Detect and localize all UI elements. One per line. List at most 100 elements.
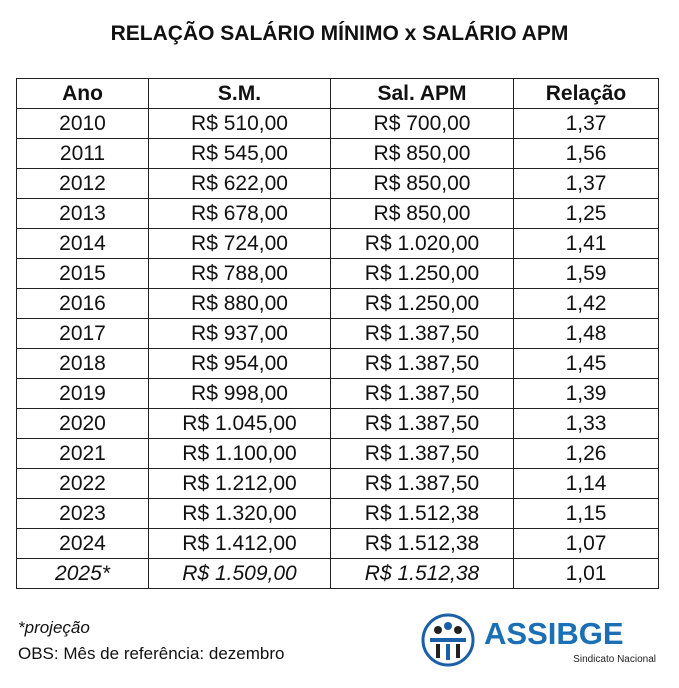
logo-leg xyxy=(436,644,440,658)
table-row: 2017 R$ 937,00 R$ 1.387,50 1,48 xyxy=(16,318,659,349)
table-cell: 2024 xyxy=(16,528,149,559)
table-cell: 2011 xyxy=(16,138,149,169)
table-cell: R$ 1.320,00 xyxy=(148,498,331,529)
column-header: Ano xyxy=(16,78,149,109)
table-cell: 1,14 xyxy=(513,468,659,499)
table-cell: R$ 1.387,50 xyxy=(330,408,514,439)
table-cell: 1,15 xyxy=(513,498,659,529)
table-cell: 2014 xyxy=(16,228,149,259)
table-cell: R$ 1.212,00 xyxy=(148,468,331,499)
table-cell: R$ 1.387,50 xyxy=(330,378,514,409)
table-cell: R$ 510,00 xyxy=(148,108,331,139)
table-cell: 1,37 xyxy=(513,108,659,139)
table-cell: 2016 xyxy=(16,288,149,319)
logo-subtitle: Sindicato Nacional xyxy=(573,654,656,665)
table-cell: R$ 850,00 xyxy=(330,168,514,199)
logo: ASSIBGE Sindicato Nacional xyxy=(421,613,656,667)
table-cell: R$ 1.020,00 xyxy=(330,228,514,259)
logo-leg xyxy=(456,644,460,658)
logo-bar xyxy=(430,638,466,642)
table-cell: R$ 678,00 xyxy=(148,198,331,229)
logo-figure xyxy=(434,626,442,634)
table-cell: 1,56 xyxy=(513,138,659,169)
table-cell: 1,41 xyxy=(513,228,659,259)
table-cell: R$ 1.387,50 xyxy=(330,468,514,499)
table-cell: 1,07 xyxy=(513,528,659,559)
table-cell: R$ 1.387,50 xyxy=(330,348,514,379)
table-row: 2021 R$ 1.100,00 R$ 1.387,50 1,26 xyxy=(16,438,659,469)
table-row: 2016 R$ 880,00 R$ 1.250,00 1,42 xyxy=(16,288,659,319)
table-cell: R$ 1.387,50 xyxy=(330,318,514,349)
table-cell: 1,25 xyxy=(513,198,659,229)
table-cell: R$ 1.045,00 xyxy=(148,408,331,439)
table-cell: R$ 1.512,38 xyxy=(330,528,514,559)
column-header: Sal. APM xyxy=(330,78,514,109)
table-cell: R$ 1.512,38 xyxy=(330,558,514,589)
table-cell: 1,33 xyxy=(513,408,659,439)
table-cell: R$ 724,00 xyxy=(148,228,331,259)
salary-table: Ano S.M. Sal. APM Relação 2010 R$ 510,00 R$ 7… xyxy=(16,78,659,589)
table-cell: 1,26 xyxy=(513,438,659,469)
table-row: 2014 R$ 724,00 R$ 1.020,00 1,41 xyxy=(16,228,659,259)
table-cell: 1,42 xyxy=(513,288,659,319)
table-cell: 2025* xyxy=(16,558,149,589)
column-header: Relação xyxy=(513,78,659,109)
table-row: 2024 R$ 1.412,00 R$ 1.512,38 1,07 xyxy=(16,528,659,559)
table-cell: 2013 xyxy=(16,198,149,229)
table-cell: 2017 xyxy=(16,318,149,349)
table-row: 2025* R$ 1.509,00 R$ 1.512,38 1,01 xyxy=(16,558,659,589)
logo-name: ASSIBGE xyxy=(484,616,624,651)
column-header: S.M. xyxy=(148,78,331,109)
table-cell: R$ 545,00 xyxy=(148,138,331,169)
table-cell: R$ 1.250,00 xyxy=(330,258,514,289)
table-row: 2022 R$ 1.212,00 R$ 1.387,50 1,14 xyxy=(16,468,659,499)
table-cell: 2020 xyxy=(16,408,149,439)
table-cell: 1,37 xyxy=(513,168,659,199)
table-cell: 2023 xyxy=(16,498,149,529)
table-cell: 2010 xyxy=(16,108,149,139)
table-row: 2011 R$ 545,00 R$ 850,00 1,56 xyxy=(16,138,659,169)
table-cell: R$ 1.250,00 xyxy=(330,288,514,319)
table-cell: R$ 788,00 xyxy=(148,258,331,289)
table-cell: R$ 1.387,50 xyxy=(330,438,514,469)
table-cell: R$ 954,00 xyxy=(148,348,331,379)
table-row: 2023 R$ 1.320,00 R$ 1.512,38 1,15 xyxy=(16,498,659,529)
table-cell: R$ 850,00 xyxy=(330,198,514,229)
logo-figure xyxy=(444,622,452,630)
table-cell: R$ 880,00 xyxy=(148,288,331,319)
table-cell: R$ 1.412,00 xyxy=(148,528,331,559)
table-cell: R$ 937,00 xyxy=(148,318,331,349)
table-cell: R$ 998,00 xyxy=(148,378,331,409)
header-row: Ano S.M. Sal. APM Relação xyxy=(16,78,659,109)
table-cell: 2021 xyxy=(16,438,149,469)
table-row: 2018 R$ 954,00 R$ 1.387,50 1,45 xyxy=(16,348,659,379)
table-row: 2019 R$ 998,00 R$ 1.387,50 1,39 xyxy=(16,378,659,409)
table-row: 2015 R$ 788,00 R$ 1.250,00 1,59 xyxy=(16,258,659,289)
table-cell: R$ 1.509,00 xyxy=(148,558,331,589)
table-cell: 2015 xyxy=(16,258,149,289)
table-cell: 2018 xyxy=(16,348,149,379)
table-row: 2020 R$ 1.045,00 R$ 1.387,50 1,33 xyxy=(16,408,659,439)
title: RELAÇÃO SALÁRIO MÍNIMO x SALÁRIO APM xyxy=(110,22,569,45)
table-row: 2010 R$ 510,00 R$ 700,00 1,37 xyxy=(16,108,659,139)
table-cell: R$ 1.512,38 xyxy=(330,498,514,529)
table-row: 2013 R$ 678,00 R$ 850,00 1,25 xyxy=(16,198,659,229)
table-cell: R$ 1.100,00 xyxy=(148,438,331,469)
logo-ring xyxy=(421,613,475,667)
logo-leg xyxy=(446,644,450,660)
table-cell: 2022 xyxy=(16,468,149,499)
table-cell: 1,59 xyxy=(513,258,659,289)
table-cell: 1,39 xyxy=(513,378,659,409)
table-cell: R$ 700,00 xyxy=(330,108,514,139)
table-cell: 1,48 xyxy=(513,318,659,349)
table-body: 2010 R$ 510,00 R$ 700,00 1,37 2011 R$ 545,00 R… xyxy=(16,108,659,589)
table-row: 2012 R$ 622,00 R$ 850,00 1,37 xyxy=(16,168,659,199)
footnote: *projeção xyxy=(18,618,90,637)
table-cell: 2019 xyxy=(16,378,149,409)
table-cell: R$ 622,00 xyxy=(148,168,331,199)
table-cell: 2012 xyxy=(16,168,149,199)
table-cell: R$ 850,00 xyxy=(330,138,514,169)
logo-figure xyxy=(454,626,462,634)
table-cell: 1,01 xyxy=(513,558,659,589)
